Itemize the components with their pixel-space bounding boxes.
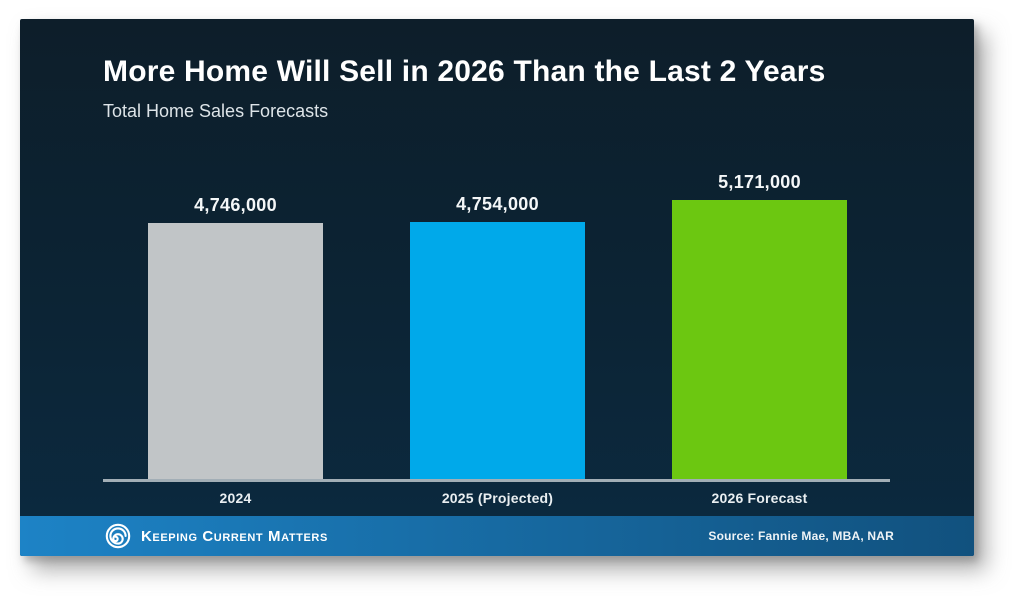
- slide-canvas: More Home Will Sell in 2026 Than the Las…: [20, 19, 974, 556]
- chart-subtitle: Total Home Sales Forecasts: [103, 101, 329, 121]
- title-block: More Home Will Sell in 2026 Than the Las…: [103, 55, 934, 122]
- bar-group-2024: 4,746,000 2024: [148, 169, 323, 506]
- brand-name: Keeping Current Matters: [141, 527, 328, 545]
- bar-value-label: 4,754,000: [456, 194, 539, 214]
- bar-group-2025-projected: 4,754,000 2025 (Projected): [410, 169, 585, 506]
- bar-2026-forecast: [672, 200, 847, 479]
- kcm-swirl-logo-icon: [105, 523, 131, 549]
- bar-group-2026-forecast: 5,171,000 2026 Forecast: [672, 169, 847, 506]
- bar-chart: 4,746,000 2024 4,754,000 2025 (Projected…: [103, 169, 890, 506]
- bar-2025-projected: [410, 222, 585, 479]
- x-axis-line: [103, 479, 890, 482]
- bar-category-label: 2024: [219, 490, 252, 506]
- bar-value-label: 4,746,000: [194, 195, 277, 215]
- bar-category-label: 2026 Forecast: [711, 490, 808, 506]
- bar-value-label: 5,171,000: [718, 172, 801, 192]
- chart-title: More Home Will Sell in 2026 Than the Las…: [103, 55, 826, 88]
- source-attribution: Source: Fannie Mae, MBA, NAR: [708, 529, 894, 543]
- bar-2024: [148, 223, 323, 479]
- brand-block: Keeping Current Matters: [105, 523, 328, 549]
- footer-bar: Keeping Current Matters Source: Fannie M…: [20, 516, 974, 556]
- bar-category-label: 2025 (Projected): [441, 490, 554, 506]
